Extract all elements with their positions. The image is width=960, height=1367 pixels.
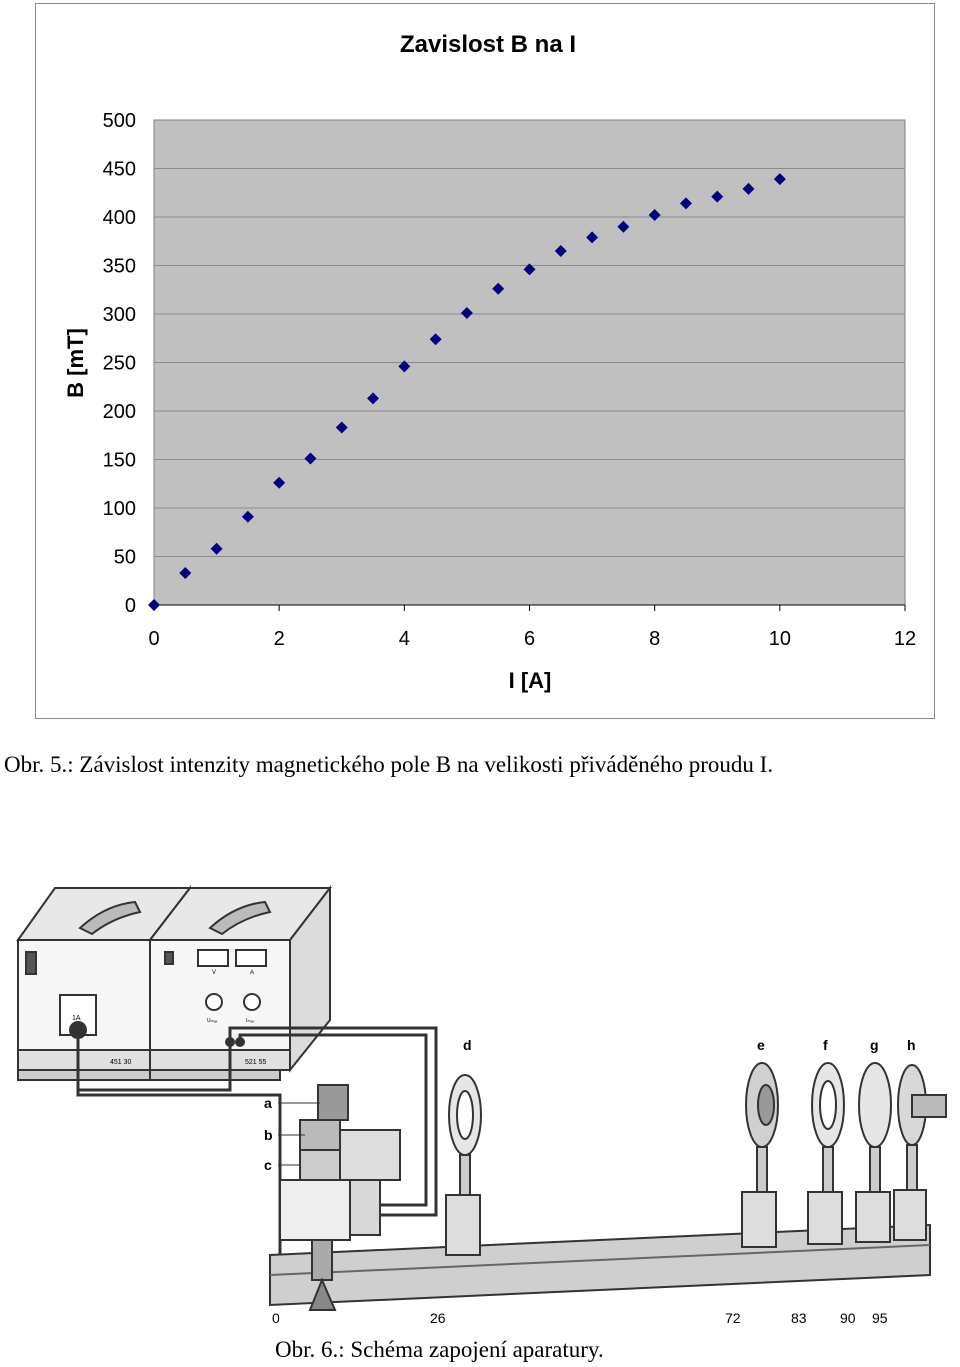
- label-h: h: [907, 1037, 916, 1053]
- fuse-label: 1A: [72, 1015, 81, 1022]
- y-tick-label: 400: [103, 207, 136, 229]
- label-b: b: [264, 1127, 273, 1143]
- data-point: [586, 231, 599, 244]
- knob-left-label: Uₘₐₓ: [207, 1018, 218, 1024]
- chart-title: Zavislost B na I: [400, 31, 576, 58]
- gridlines: [154, 168, 905, 557]
- data-point: [273, 476, 286, 489]
- x-axis: 0 2 4 6 8 10 12: [148, 604, 916, 650]
- y-axis-label: B [mT]: [63, 328, 88, 398]
- meter-a-label: A: [250, 970, 254, 976]
- label-c: c: [264, 1157, 272, 1173]
- laser-module: [279, 1084, 401, 1311]
- lens-holder-d: [445, 1074, 482, 1256]
- y-tick-label: 350: [103, 256, 136, 278]
- y-tick-label: 150: [103, 450, 136, 472]
- apparatus-drawing: 1A 451 30 V A Uₘₐₓ Iₘₐₓ 521 55: [16, 885, 947, 1326]
- lens-holder-e: [741, 1062, 779, 1248]
- power-supply-right: [147, 885, 333, 1081]
- label-d: d: [463, 1037, 472, 1053]
- x-tick-label: 6: [524, 628, 535, 650]
- y-tick-label: 200: [103, 401, 136, 423]
- x-tick-label: 0: [148, 628, 159, 650]
- data-point: [304, 452, 317, 465]
- data-point: [460, 307, 473, 320]
- data-point: [773, 173, 786, 186]
- figure-caption-5: Obr. 5.: Závislost intenzity magnetickéh…: [4, 752, 774, 777]
- y-axis: 0 50 100 150 200 250 300 350 400 450 500: [103, 110, 136, 617]
- scale-95: 95: [872, 1310, 888, 1326]
- y-tick-label: 450: [103, 159, 136, 181]
- scale-83: 83: [791, 1310, 807, 1326]
- data-point: [711, 190, 724, 203]
- data-point: [492, 282, 505, 295]
- figure-caption-6: Obr. 6.: Schéma zapojení aparatury.: [275, 1337, 604, 1362]
- scale-90: 90: [840, 1310, 856, 1326]
- x-tick-label: 4: [399, 628, 410, 650]
- lens-holder-g: [855, 1062, 892, 1243]
- scale-0: 0: [272, 1310, 280, 1326]
- x-tick-label: 8: [649, 628, 660, 650]
- data-point: [148, 599, 160, 611]
- data-point: [679, 197, 692, 210]
- model-left-label: 451 30: [110, 1059, 132, 1066]
- data-point: [648, 209, 661, 222]
- x-tick-label: 10: [769, 628, 791, 650]
- scale-72: 72: [725, 1310, 741, 1326]
- x-tick-label: 12: [894, 628, 916, 650]
- scale-26: 26: [430, 1310, 446, 1326]
- y-tick-label: 50: [114, 547, 136, 569]
- label-f: f: [823, 1037, 828, 1053]
- data-point: [617, 220, 630, 233]
- y-tick-label: 100: [103, 498, 136, 520]
- knob-right-label: Iₘₐₓ: [246, 1018, 254, 1024]
- label-e: e: [757, 1037, 765, 1053]
- data-point: [335, 421, 348, 434]
- data-point: [179, 566, 192, 579]
- lens-holder-f: [807, 1062, 845, 1245]
- y-tick-label: 300: [103, 304, 136, 326]
- data-point: [523, 263, 536, 276]
- scatter-chart: Zavislost B na I 0 2 4 6 8 10 12 0 50 100 150 200 2…: [63, 31, 916, 693]
- data-point: [742, 182, 755, 195]
- data-point: [554, 244, 567, 257]
- data-point: [429, 333, 442, 346]
- data-points: [148, 173, 786, 611]
- label-g: g: [870, 1037, 879, 1053]
- lens-holder-h: [893, 1064, 947, 1241]
- model-right-label: 521 55: [245, 1059, 267, 1066]
- x-axis-label: I [A]: [509, 668, 552, 693]
- data-point: [367, 392, 380, 405]
- data-point: [210, 542, 223, 555]
- label-a: a: [264, 1095, 272, 1111]
- data-point: [398, 360, 411, 373]
- meter-v-label: V: [212, 970, 216, 976]
- chart-frame: Zavislost B na I 0 2 4 6 8 10 12 0 50 100 150 200 2…: [35, 3, 935, 719]
- y-tick-label: 500: [103, 110, 136, 132]
- y-tick-label: 250: [103, 353, 136, 375]
- x-tick-label: 2: [274, 628, 285, 650]
- y-tick-label: 0: [125, 595, 136, 617]
